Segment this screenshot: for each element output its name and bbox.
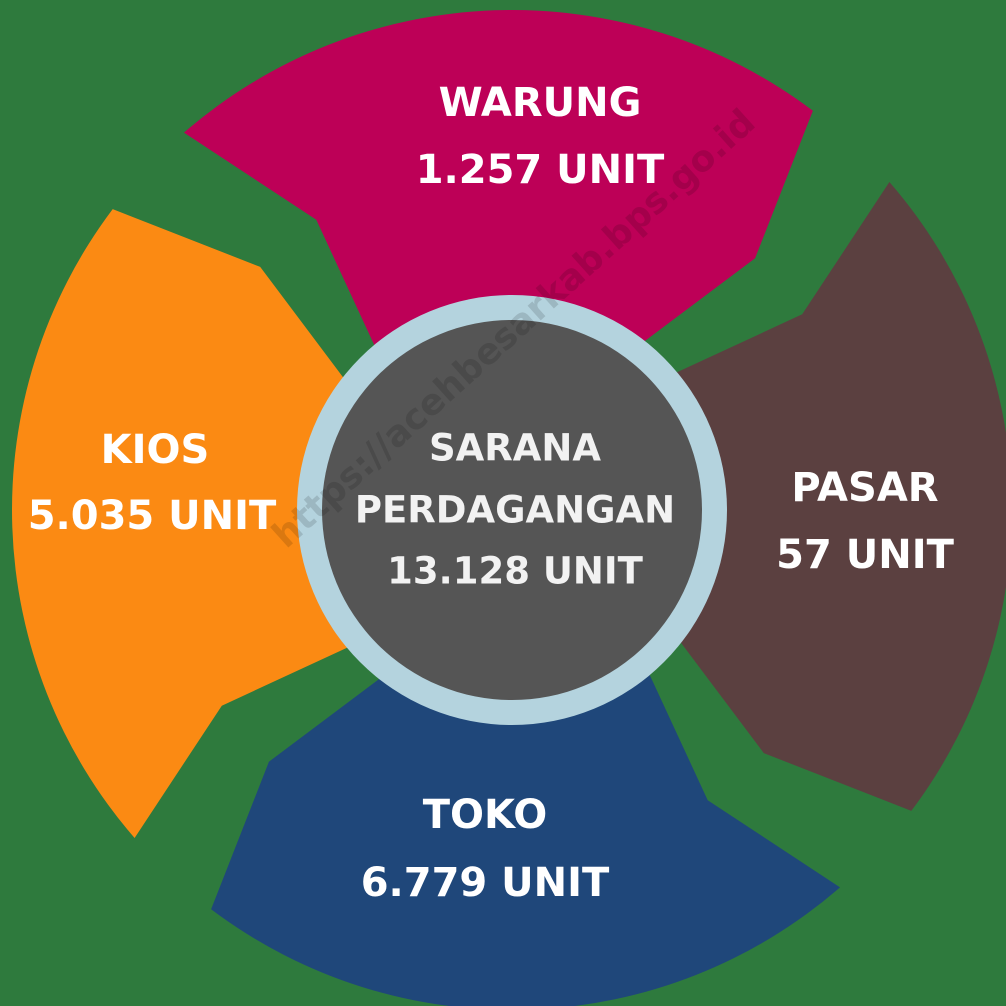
segment-name: WARUNG	[439, 80, 642, 126]
center-line: SARANA	[429, 427, 601, 470]
segment	[211, 660, 840, 1006]
center-total: 13.128 UNIT	[387, 550, 643, 593]
segment-value: 6.779 UNIT	[361, 860, 610, 906]
segments	[12, 10, 1006, 1006]
segment-value: 1.257 UNIT	[416, 147, 665, 193]
center-line: PERDAGANGAN	[355, 489, 675, 532]
segment-value: 5.035 UNIT	[28, 493, 277, 539]
segment-name: KIOS	[101, 427, 210, 473]
segment-name: PASAR	[791, 465, 938, 511]
segment	[662, 182, 1006, 811]
center-circle	[322, 320, 702, 700]
segment-name: TOKO	[423, 792, 548, 838]
segment	[184, 10, 813, 360]
segment	[12, 209, 362, 839]
segment-value: 57 UNIT	[776, 532, 954, 578]
